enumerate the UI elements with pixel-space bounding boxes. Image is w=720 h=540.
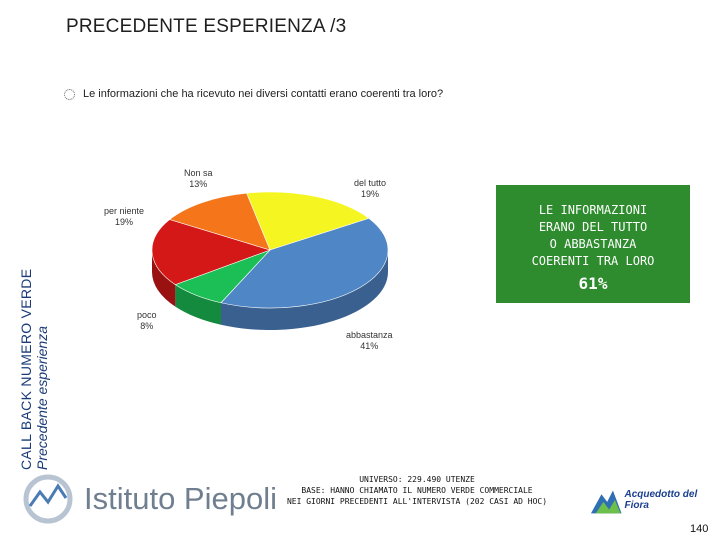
footer-line: NEI GIORNI PRECEDENTI ALL'INTERVISTA (20… bbox=[286, 497, 548, 506]
slice-label-text: poco bbox=[137, 310, 157, 320]
slice-value-text: 13% bbox=[189, 179, 208, 189]
slice-label-del-tutto: del tutto 19% bbox=[354, 178, 386, 200]
question-label: Le informazioni che ha ricevuto nei dive… bbox=[83, 88, 444, 100]
mountain-logo-icon bbox=[590, 490, 622, 514]
pie-slice bbox=[169, 192, 271, 251]
piepoli-logo-icon bbox=[23, 474, 73, 524]
slice-label-text: Non sa bbox=[184, 168, 213, 178]
acquedotto-logo: Acquedotto del Fiora bbox=[590, 484, 720, 516]
slice-value-text: 19% bbox=[361, 189, 380, 199]
footer-line: BASE: HANNO CHIAMATO IL NUMERO VERDE COM… bbox=[301, 486, 533, 495]
slice-label-non-sa: Non sa 13% bbox=[184, 168, 213, 190]
page-number: 140 bbox=[690, 523, 709, 535]
slice-label-poco: poco 8% bbox=[137, 310, 157, 332]
callout-line: LE INFORMAZIONI bbox=[538, 203, 648, 217]
slice-label-text: per niente bbox=[104, 206, 145, 216]
pie-slice bbox=[220, 218, 389, 309]
logo-left-text: Istituto Piepoli bbox=[84, 481, 277, 516]
summary-callout: LE INFORMAZIONI ERANO DEL TUTTO O ABBAST… bbox=[496, 185, 690, 303]
pie-slice-side bbox=[152, 250, 176, 307]
callout-percent: 61% bbox=[578, 274, 608, 293]
callout-line: COERENTI TRA LORO bbox=[531, 254, 655, 268]
pie-slice bbox=[151, 219, 271, 285]
slice-value-text: 19% bbox=[115, 217, 134, 227]
footer-line: UNIVERSO: 229.490 UTENZE bbox=[359, 475, 475, 484]
slice-value-text: 8% bbox=[140, 321, 154, 331]
slice-label-per-niente: per niente 19% bbox=[104, 206, 144, 228]
slice-label-text: del tutto bbox=[354, 178, 387, 188]
footer-base-note: UNIVERSO: 229.490 UTENZE BASE: HANNO CHI… bbox=[278, 474, 556, 507]
slice-label-text: abbastanza bbox=[346, 330, 393, 340]
bullet-icon bbox=[64, 88, 75, 100]
slice-label-abbastanza: abbastanza 41% bbox=[346, 330, 393, 352]
istituto-piepoli-logo: Istituto Piepoli bbox=[20, 472, 277, 526]
pie-slice bbox=[246, 191, 370, 251]
callout-line: ERANO DEL TUTTO bbox=[538, 220, 648, 234]
question-text: Le informazioni che ha ricevuto nei dive… bbox=[64, 88, 443, 100]
page-title: PRECEDENTE ESPERIENZA /3 bbox=[66, 16, 347, 37]
pie-slice-side bbox=[220, 250, 389, 330]
logo-right-text: Acquedotto del Fiora bbox=[624, 489, 698, 511]
pie-slice-side bbox=[175, 284, 221, 325]
callout-line: O ABBASTANZA bbox=[549, 237, 637, 251]
slice-value-text: 41% bbox=[360, 341, 379, 351]
